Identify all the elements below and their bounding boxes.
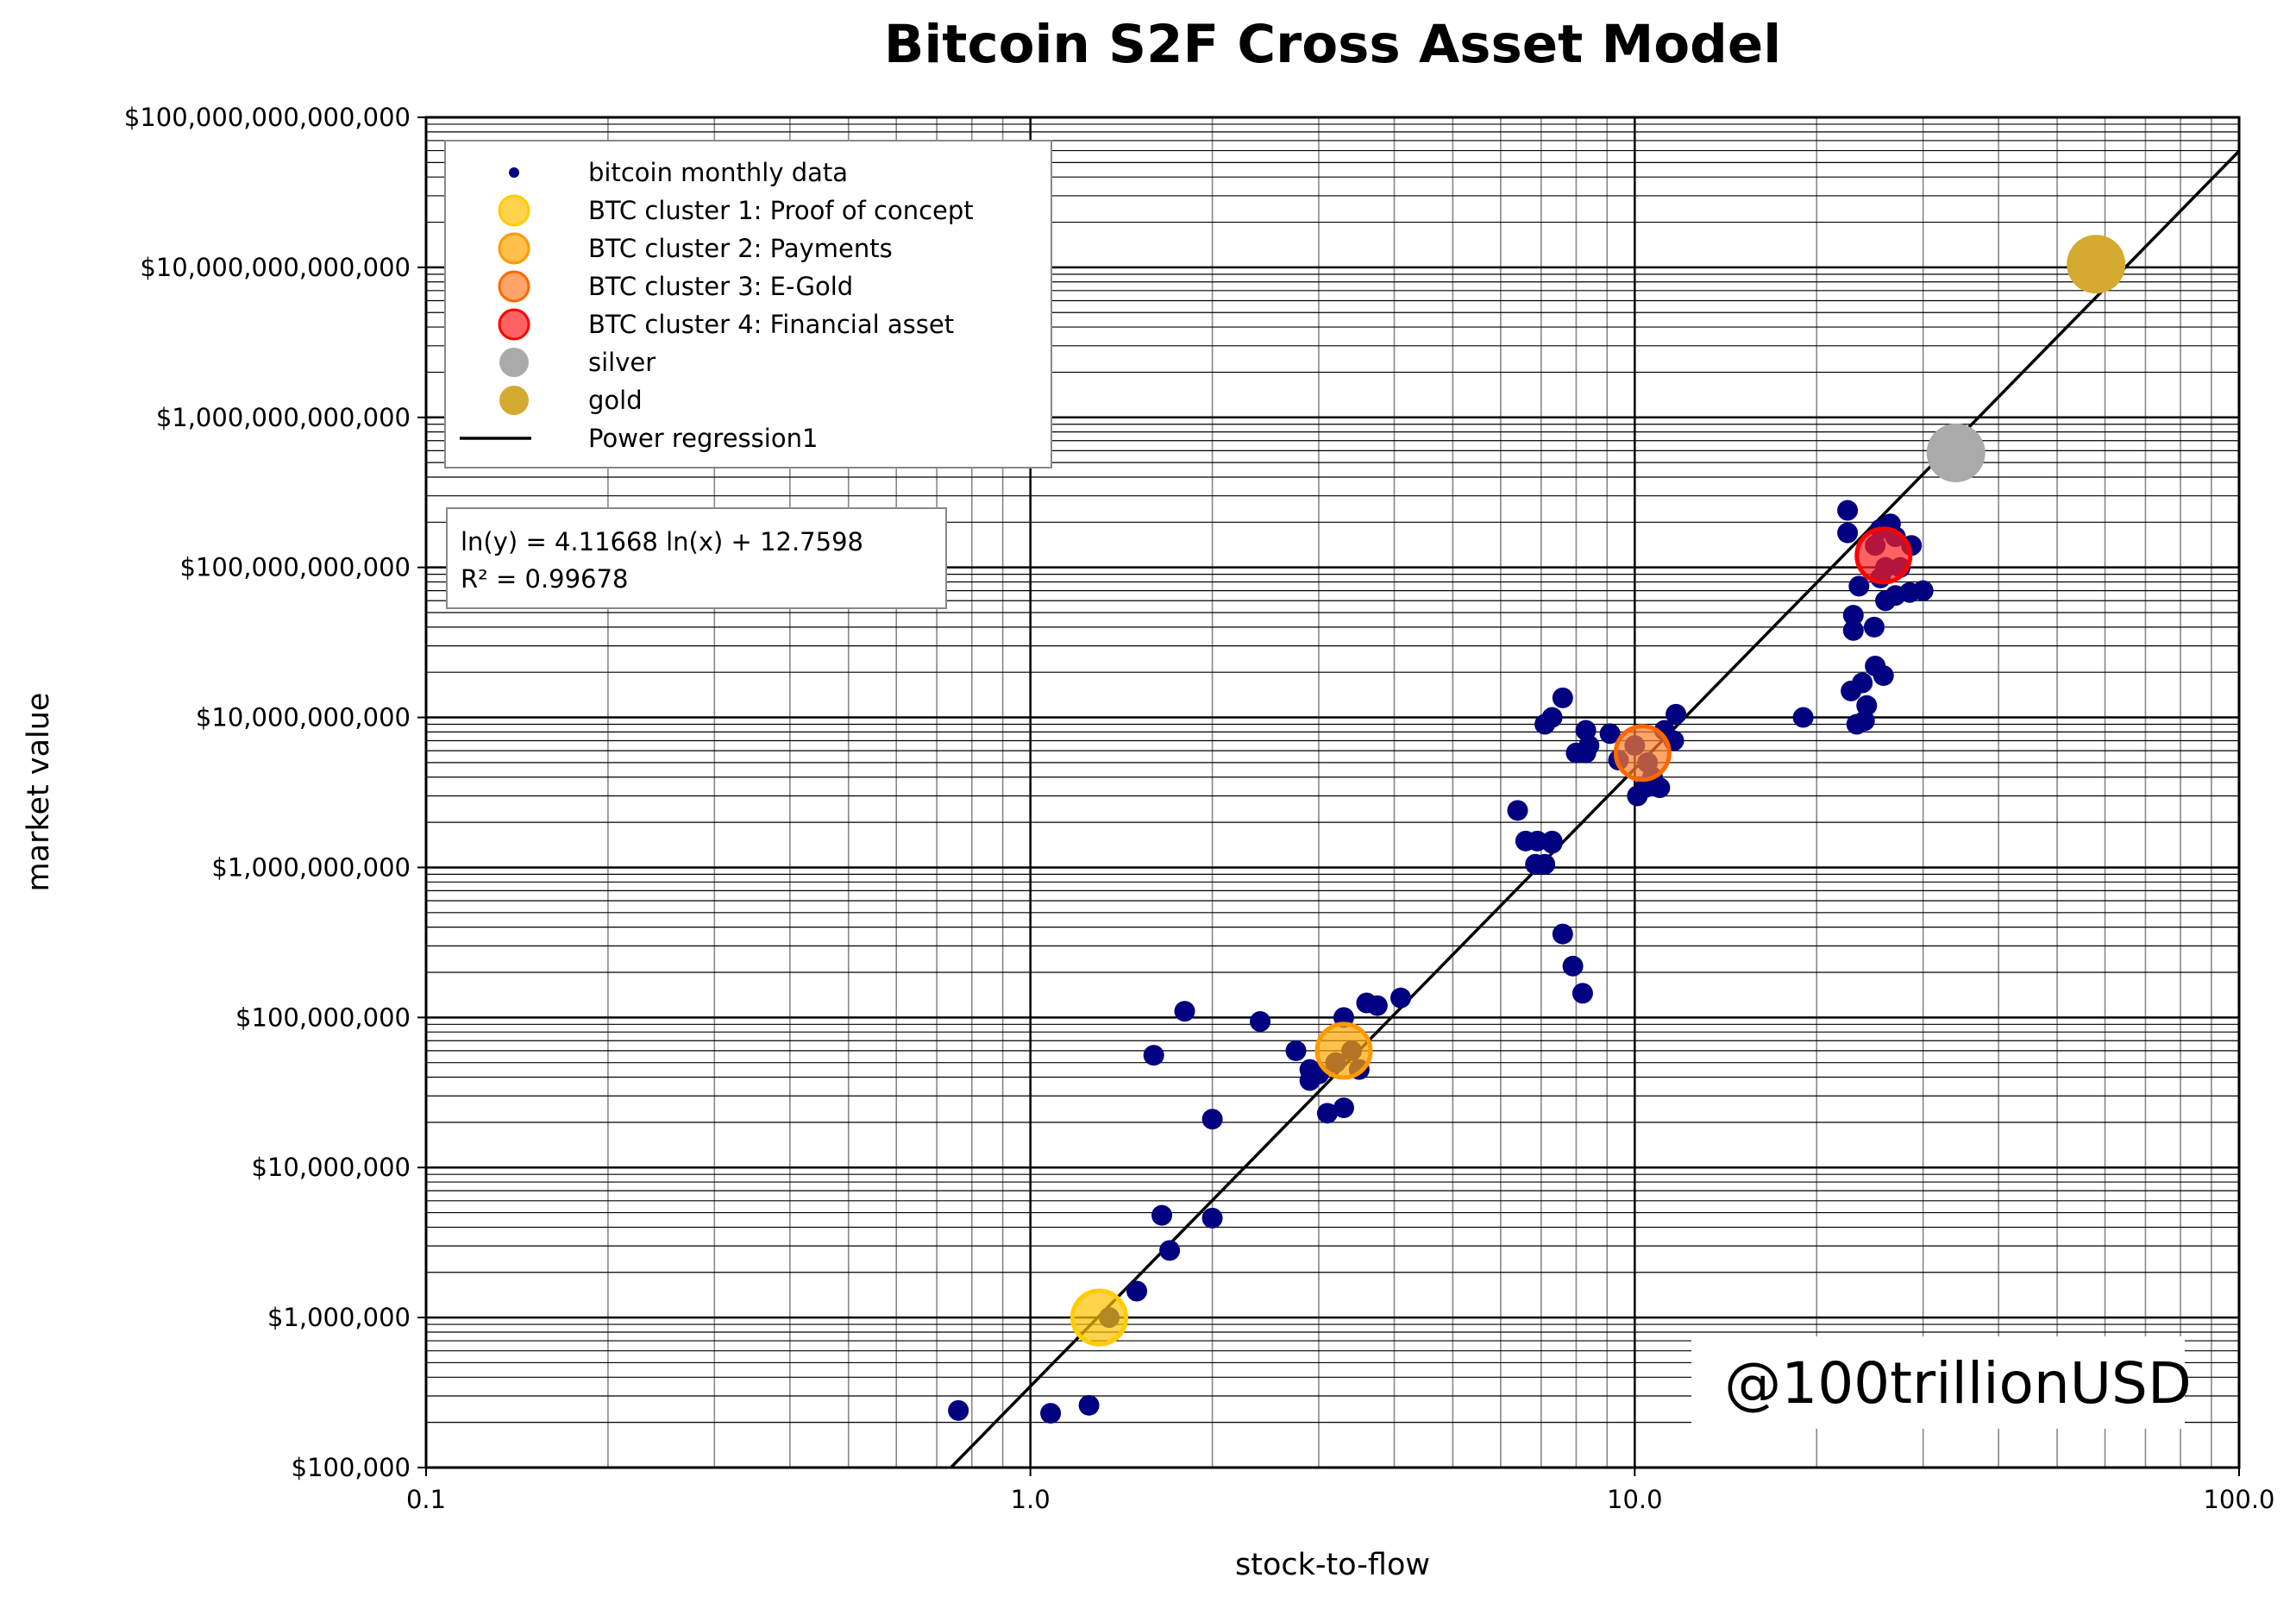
bitcoin-data-point [1333, 1097, 1354, 1119]
bitcoin-data-point [1856, 695, 1878, 716]
bitcoin-data-point [1873, 665, 1894, 687]
bitcoin-data-point [1316, 1103, 1338, 1124]
x-tick-label: 1.0 [1011, 1485, 1051, 1514]
bitcoin-data-point [1842, 605, 1864, 626]
silver-point [1926, 423, 1985, 482]
chart-title: Bitcoin S2F Cross Asset Model [884, 14, 1781, 75]
btc-cluster-2-payments-point [1314, 1022, 1373, 1080]
legend-label: silver [588, 348, 656, 377]
bitcoin-data-point [1366, 995, 1388, 1016]
legend-marker [499, 348, 529, 377]
legend-marker [498, 270, 530, 303]
legend-label: BTC cluster 2: Payments [588, 234, 893, 263]
btc-cluster-1-proof-of-concept-point [1070, 1288, 1129, 1347]
legend-marker [498, 232, 530, 265]
watermark-text: @100trillionUSD [1724, 1350, 2192, 1417]
bitcoin-data-point [1854, 710, 1875, 732]
y-tick-label: $100,000,000,000,000 [124, 103, 411, 132]
bitcoin-data-point [1863, 616, 1885, 638]
bitcoin-data-point [1842, 619, 1864, 641]
y-tick-label: $10,000,000,000 [196, 703, 411, 732]
regression-equation: ln(y) = 4.11668 ln(x) + 12.7598 [461, 527, 863, 556]
bitcoin-data-point [1848, 575, 1870, 597]
bitcoin-data-point [1837, 522, 1859, 544]
legend-label: BTC cluster 3: E-Gold [588, 272, 853, 301]
legend-marker [498, 194, 530, 227]
bitcoin-data-point [1852, 672, 1873, 694]
btc-cluster-4-financial-asset-point [1854, 526, 1913, 585]
bitcoin-data-point [1201, 1109, 1223, 1130]
bitcoin-data-point [1174, 1001, 1195, 1022]
gold-point [2067, 235, 2126, 294]
bitcoin-data-point [1552, 923, 1573, 945]
bitcoin-data-point [1912, 580, 1934, 601]
bitcoin-data-point [1143, 1045, 1164, 1066]
y-axis-label: market value [22, 693, 56, 892]
x-tick-labels: 0.1 1.0 10.0 100.0 [406, 1468, 2275, 1514]
bitcoin-data-point [1159, 1240, 1181, 1261]
bitcoin-data-point [1837, 500, 1859, 521]
legend-marker [509, 167, 519, 178]
legend-marker [498, 308, 530, 341]
bitcoin-data-point [1390, 987, 1412, 1009]
bitcoin-data-point [1126, 1280, 1148, 1302]
plot-frame [424, 116, 2241, 1469]
bitcoin-data-point [1078, 1394, 1100, 1416]
legend-label: gold [588, 386, 643, 415]
y-tick-label: $1,000,000 [267, 1303, 411, 1332]
btc-cluster-3-e-gold-point [1613, 724, 1672, 783]
y-tick-label: $1,000,000,000 [211, 852, 411, 882]
bitcoin-data-point [1040, 1403, 1062, 1424]
regression-line [950, 149, 2241, 1469]
bitcoin-data-point [1578, 735, 1600, 757]
x-tick-label: 100.0 [2203, 1485, 2274, 1514]
y-tick-labels: $100,000 $1,000,000 $10,000,000 $100,000,00… [124, 103, 426, 1482]
x-tick-label: 0.1 [406, 1485, 446, 1514]
bitcoin-data-point [1534, 853, 1556, 875]
y-tick-label: $100,000,000,000 [179, 553, 411, 582]
legend-label: Power regression1 [588, 424, 818, 453]
r-squared: R² = 0.99678 [461, 564, 628, 594]
bitcoin-data-point [1151, 1204, 1173, 1226]
legend-label: bitcoin monthly data [588, 158, 848, 187]
legend-marker [499, 386, 529, 415]
y-tick-label: $10,000,000 [252, 1153, 411, 1182]
y-tick-label: $100,000,000 [235, 1003, 411, 1032]
x-tick-label: 10.0 [1607, 1485, 1663, 1514]
watermark: @100trillionUSD [1691, 1336, 2192, 1429]
bitcoin-data-point [1285, 1040, 1307, 1061]
bitcoin-data-point [1541, 707, 1563, 728]
bitcoin-data-point [1201, 1207, 1223, 1229]
y-tick-label: $100,000 [292, 1453, 411, 1482]
bitcoin-data-point [1552, 687, 1573, 708]
x-axis-label: stock-to-flow [1235, 1548, 1430, 1582]
bitcoin-data-point [948, 1399, 969, 1421]
bitcoin-data-point [1599, 723, 1621, 745]
bitcoin-data-point [1507, 800, 1528, 821]
bitcoin-data-point [1571, 983, 1593, 1004]
bitcoin-data-point [1541, 833, 1563, 854]
bitcoin-data-point [1649, 777, 1671, 799]
bitcoin-data-point [1250, 1011, 1271, 1033]
data-marks [948, 149, 2241, 1469]
y-tick-label: $1,000,000,000,000 [156, 403, 411, 432]
legend-label: BTC cluster 4: Financial asset [588, 310, 954, 339]
bitcoin-data-point [1666, 703, 1687, 725]
bitcoin-data-point [1562, 955, 1584, 977]
legend: bitcoin monthly data BTC cluster 1: Proof… [444, 140, 1052, 468]
legend-label: BTC cluster 1: Proof of concept [588, 196, 974, 225]
equation-box: ln(y) = 4.11668 ln(x) + 12.7598 R² = 0.9… [446, 507, 947, 609]
y-tick-label: $10,000,000,000,000 [140, 253, 411, 282]
bitcoin-data-point [1792, 707, 1814, 728]
